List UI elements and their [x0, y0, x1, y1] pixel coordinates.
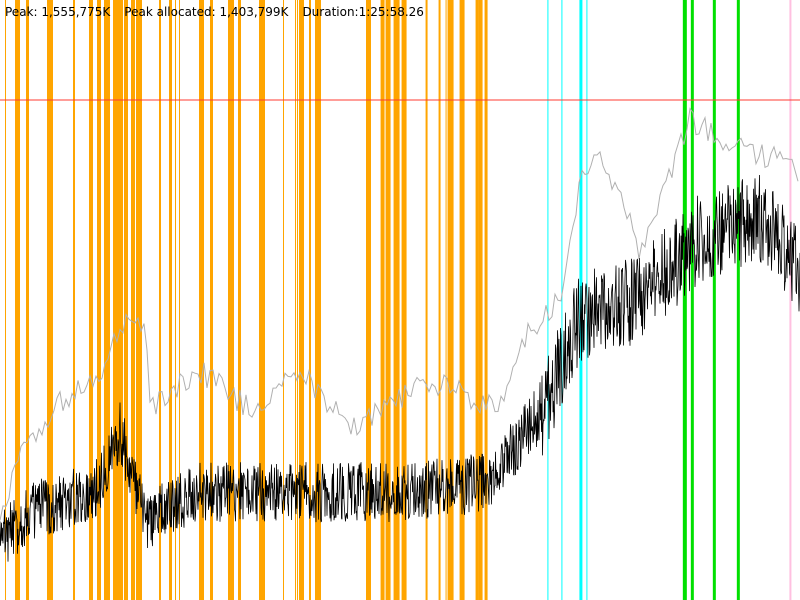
phase-band — [136, 0, 142, 600]
total-memory-line — [0, 107, 799, 521]
peak-label: Peak: 1,555,775K — [5, 5, 111, 19]
phase-band — [47, 0, 53, 600]
phase-band — [5, 0, 6, 600]
phase-band — [131, 0, 135, 600]
allocated-memory-line — [0, 174, 800, 562]
phase-band — [15, 0, 20, 600]
phase-band — [228, 0, 234, 600]
phase-band — [425, 0, 428, 600]
phase-band — [789, 0, 792, 600]
phase-band — [120, 0, 123, 600]
phase-band — [175, 0, 176, 600]
phase-band — [238, 0, 241, 600]
phase-band — [393, 0, 400, 600]
duration-label: Duration:1:25:58.26 — [302, 5, 424, 19]
phase-band — [104, 0, 110, 600]
phase-band — [159, 0, 161, 600]
phase-band — [259, 0, 265, 600]
phase-band — [459, 0, 465, 600]
phase-band — [366, 0, 371, 600]
phase-band — [438, 0, 441, 600]
phase-band — [297, 0, 298, 600]
phase-bands — [5, 0, 792, 600]
phase-band — [547, 0, 549, 600]
phase-band — [447, 0, 454, 600]
peak-allocated-label: Peak allocated: 1,403,799K — [124, 5, 289, 19]
phase-band — [89, 0, 93, 600]
phase-band — [283, 0, 284, 600]
phase-band — [210, 0, 213, 600]
phase-band — [445, 0, 447, 600]
phase-band — [478, 0, 483, 600]
phase-band — [179, 0, 180, 600]
phase-band — [561, 0, 563, 600]
phase-band — [475, 0, 479, 600]
phase-band — [484, 0, 488, 600]
phase-band — [116, 0, 120, 600]
phase-band — [299, 0, 304, 600]
phase-band — [380, 0, 385, 600]
phase-band — [385, 0, 391, 600]
phase-band — [712, 0, 716, 600]
phase-band — [169, 0, 172, 600]
phase-band — [401, 0, 407, 600]
phase-band — [113, 0, 116, 600]
phase-band — [199, 0, 204, 600]
phase-band — [690, 0, 694, 600]
phase-band — [97, 0, 101, 600]
phase-band — [27, 0, 29, 600]
phase-band — [124, 0, 128, 600]
phase-band — [26, 0, 27, 600]
phase-band — [315, 0, 321, 600]
stats-bar: Peak: 1,555,775K Peak allocated: 1,403,79… — [5, 5, 438, 19]
phase-band — [309, 0, 311, 600]
phase-band — [682, 0, 687, 600]
series-lines — [0, 107, 800, 562]
phase-band — [295, 0, 296, 600]
phase-band — [736, 0, 740, 600]
phase-band — [73, 0, 75, 600]
